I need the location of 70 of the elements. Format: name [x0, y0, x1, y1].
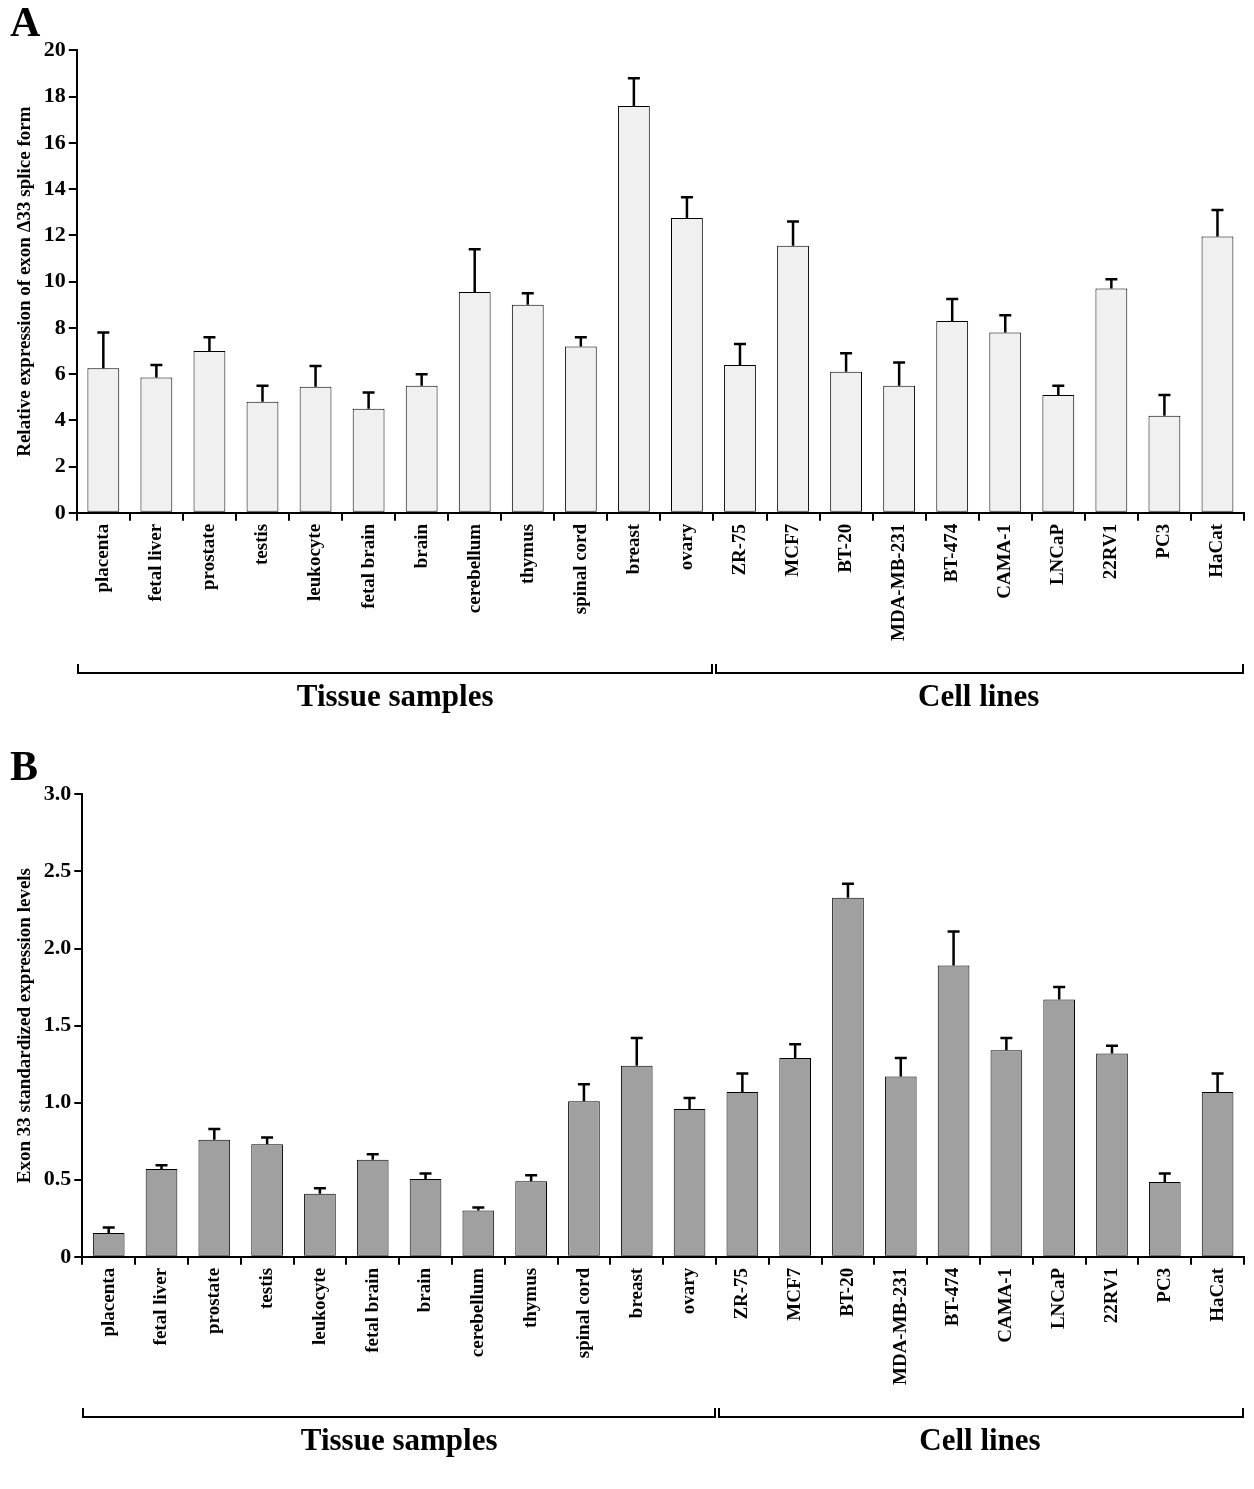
y-tick-label: 0.5 — [43, 1165, 72, 1191]
y-tick-label: 4 — [54, 406, 66, 432]
x-tick-label: ovary — [677, 1267, 699, 1315]
y-axis-title: Relative expression of exon Δ33 splice form — [13, 106, 35, 457]
x-tick-label: PC3 — [1152, 1267, 1174, 1303]
chart-title: B — [10, 743, 39, 790]
y-tick-label: 6 — [54, 359, 66, 385]
y-tick-label: 14 — [43, 174, 66, 200]
x-tick-label: LNCaP — [1047, 1267, 1069, 1330]
y-tick-label: 0 — [54, 498, 66, 524]
x-tick-label: leukocyte — [303, 523, 325, 601]
x-tick-label: HaCat — [1205, 523, 1227, 578]
x-tick-label: placenta — [91, 523, 113, 593]
y-tick-label: 12 — [43, 221, 66, 247]
y-tick-label: 2 — [54, 452, 66, 478]
x-tick-label: HaCat — [1205, 1267, 1227, 1322]
text: Cell lines — [919, 1422, 1041, 1458]
x-tick-label: testis — [255, 1267, 277, 1310]
x-tick-label: 22RV1 — [1099, 523, 1121, 580]
x-tick-label: spinal cord — [568, 523, 590, 615]
x-tick-label: 22RV1 — [1099, 1267, 1121, 1324]
x-tick-label: fetal liver — [149, 1267, 171, 1346]
x-tick-label: cerebellum — [462, 523, 484, 614]
y-tick-label: 0 — [60, 1242, 72, 1268]
chart-title: A — [10, 0, 41, 46]
x-tick-label: BT-20 — [835, 1267, 857, 1317]
text: Tissue samples — [296, 678, 494, 714]
y-axis-title: Exon 33 standardized expression levels — [13, 867, 35, 1184]
x-tick-label: MCF7 — [783, 1267, 805, 1321]
x-tick-label: CAMA-1 — [993, 523, 1015, 599]
x-tick-label: PC3 — [1152, 523, 1174, 559]
x-tick-label: ovary — [674, 523, 696, 571]
x-tick-label: fetal brain — [360, 1267, 382, 1353]
x-tick-label: placenta — [96, 1267, 118, 1337]
x-tick-label: spinal cord — [571, 1267, 593, 1359]
x-tick-label: LNCaP — [1046, 523, 1068, 586]
y-tick-label: 2.0 — [43, 934, 72, 960]
x-tick-label: ZR-75 — [730, 1267, 752, 1320]
text: Tissue samples — [300, 1422, 498, 1458]
y-tick-label: 8 — [54, 313, 66, 339]
y-tick-label: 1.0 — [43, 1088, 72, 1114]
y-tick-label: 1.5 — [43, 1011, 72, 1037]
x-tick-label: cerebellum — [466, 1267, 488, 1358]
x-tick-label: BT-474 — [940, 523, 962, 583]
x-tick-label: BT-474 — [941, 1267, 963, 1327]
x-tick-label: BT-20 — [834, 523, 855, 573]
x-tick-label: leukocyte — [307, 1267, 329, 1345]
y-tick-label: 16 — [43, 128, 66, 154]
x-tick-label: prostate — [202, 1267, 224, 1334]
y-tick-label: 10 — [43, 267, 66, 293]
y-tick-label: 20 — [43, 36, 66, 62]
x-tick-label: thymus — [515, 523, 537, 585]
text: Cell lines — [918, 678, 1040, 714]
x-tick-label: CAMA-1 — [994, 1267, 1016, 1343]
x-tick-label: MDA-MB-231 — [887, 523, 909, 641]
x-tick-label: breast — [624, 1267, 646, 1319]
x-tick-label: fetal brain — [356, 523, 378, 609]
y-tick-label: 3.0 — [43, 780, 72, 806]
x-tick-label: MCF7 — [780, 523, 802, 577]
x-tick-label: breast — [621, 523, 643, 575]
x-tick-label: MDA-MB-231 — [888, 1267, 910, 1385]
y-tick-label: 2.5 — [43, 857, 72, 883]
x-tick-label: prostate — [197, 523, 219, 590]
x-tick-label: brain — [409, 523, 431, 569]
x-tick-label: ZR-75 — [727, 523, 749, 576]
x-tick-label: brain — [413, 1267, 435, 1313]
x-tick-label: thymus — [519, 1267, 541, 1329]
x-tick-label: fetal liver — [144, 523, 166, 602]
y-tick-label: 18 — [43, 82, 66, 108]
x-tick-label: testis — [250, 523, 272, 566]
